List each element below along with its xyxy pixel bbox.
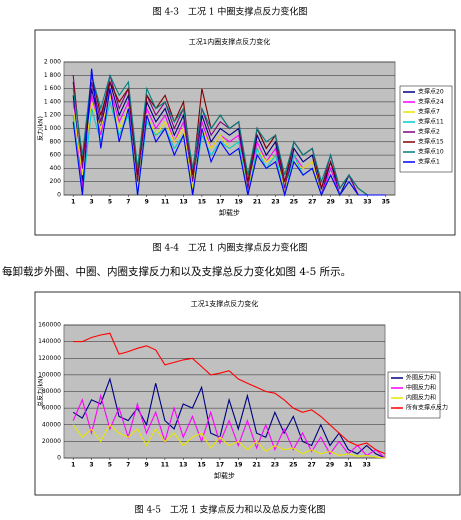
legend-label: 所有支撑点反力 <box>406 404 448 412</box>
legend-box <box>399 85 453 173</box>
caption: 图 4-3 工况 1 中圈支撑点反力变化图 <box>153 6 308 18</box>
series-line <box>73 332 386 455</box>
legend-label: 外圈反力和 <box>406 374 436 382</box>
x-tick-label: 7 <box>126 462 130 469</box>
x-tick-label: 29 <box>326 199 334 206</box>
x-tick-label: 15 <box>197 462 205 469</box>
x-tick-label: 25 <box>290 199 298 206</box>
y-tick-label: 1 400 <box>44 98 61 105</box>
y-tick-label: 600 <box>50 152 62 159</box>
x-tick-label: 3 <box>89 462 93 469</box>
legend-label: 支撑点1 <box>418 158 440 166</box>
chart-title: 工况1内圈支撑点反力变化 <box>189 37 270 46</box>
y-tick-label: 140000 <box>38 338 61 345</box>
y-tick-label: 100000 <box>38 371 61 378</box>
x-tick-label: 19 <box>235 199 243 206</box>
legend-label: 支撑点11 <box>418 118 444 126</box>
y-tick-label: 120000 <box>38 355 61 362</box>
legend-label: 内圈反力和 <box>406 394 436 402</box>
x-tick-label: 31 <box>345 199 353 206</box>
x-tick-label: 11 <box>161 462 169 469</box>
y-tick-label: 400 <box>50 165 62 172</box>
x-tick-label: 27 <box>307 462 315 469</box>
y-axis-label: 反力(kN) <box>37 116 45 141</box>
x-tick-label: 33 <box>363 199 371 206</box>
series-line <box>72 88 386 197</box>
series-line <box>72 81 386 197</box>
y-tick-label: 1 800 <box>44 72 61 79</box>
y-tick-label: 0 <box>57 192 61 199</box>
caption: 图 4-5 工况 1 支撑点反力和以及总反力变化图 <box>135 504 326 516</box>
y-tick-label: 2 000 <box>44 59 61 66</box>
x-tick-label: 9 <box>144 462 148 469</box>
legend-label: 支撑点15 <box>418 138 444 146</box>
x-tick-label: 21 <box>253 199 261 206</box>
chart-title: 工况1支撑点反力变化 <box>191 299 258 308</box>
paragraph: 每卸载步外圈、中圈、内圈支撑反力和以及支撑总反力变化如图 4-5 所示。 <box>2 265 351 278</box>
legend-box <box>387 371 441 419</box>
x-tick-label: 25 <box>289 462 297 469</box>
x-tick-label: 5 <box>108 199 112 206</box>
y-tick-label: 40000 <box>42 421 61 428</box>
legend-label: 支撑点7 <box>418 108 440 116</box>
x-tick-label: 5 <box>108 462 112 469</box>
legend-label: 支撑点24 <box>418 98 444 106</box>
legend-label: 支撑点10 <box>418 148 444 156</box>
x-tick-label: 17 <box>216 199 224 206</box>
x-tick-label: 33 <box>362 462 370 469</box>
x-tick-label: 23 <box>271 199 279 206</box>
x-tick-label: 27 <box>308 199 316 206</box>
y-tick-label: 80000 <box>42 388 61 395</box>
series-line <box>72 377 386 459</box>
legend-label: 中圈反力和 <box>406 384 436 392</box>
x-tick-label: 29 <box>326 462 334 469</box>
series-line <box>72 73 386 196</box>
y-tick-label: 0 <box>57 455 61 462</box>
x-tick-label: 19 <box>234 462 242 469</box>
x-tick-label: 1 <box>71 199 75 206</box>
y-tick-label: 1 200 <box>44 112 61 119</box>
series-line <box>72 393 386 459</box>
x-tick-label: 13 <box>179 462 187 469</box>
x-tick-label: 1 <box>71 462 75 469</box>
series-line <box>72 68 386 198</box>
x-tick-label: 9 <box>145 199 149 206</box>
x-tick-label: 7 <box>126 199 130 206</box>
legend-label: 支撑点20 <box>418 88 444 96</box>
x-tick-label: 17 <box>216 462 224 469</box>
y-tick-label: 200 <box>50 178 62 185</box>
x-tick-label: 11 <box>161 199 169 206</box>
x-tick-label: 35 <box>382 199 390 206</box>
x-tick-label: 15 <box>198 199 206 206</box>
y-tick-label: 60000 <box>42 405 61 412</box>
series-line <box>72 423 386 459</box>
x-axis-label: 卸载步 <box>214 471 235 480</box>
y-tick-label: 800 <box>50 138 62 145</box>
y-tick-label: 1 000 <box>44 125 61 132</box>
y-tick-label: 1 600 <box>44 85 61 92</box>
legend-label: 支撑点2 <box>418 128 440 136</box>
x-tick-label: 31 <box>344 462 352 469</box>
x-tick-label: 3 <box>89 199 93 206</box>
x-tick-label: 23 <box>271 462 279 469</box>
x-axis-label: 卸载步 <box>219 208 240 217</box>
y-tick-label: 160000 <box>38 322 61 329</box>
x-tick-label: 21 <box>252 462 260 469</box>
x-tick-label: 13 <box>179 199 187 206</box>
y-tick-label: 20000 <box>42 438 61 445</box>
caption: 图 4-4 工况 1 内圈支撑点反力变化图 <box>153 242 308 254</box>
y-axis-label: 总反力(kN) <box>37 376 45 407</box>
